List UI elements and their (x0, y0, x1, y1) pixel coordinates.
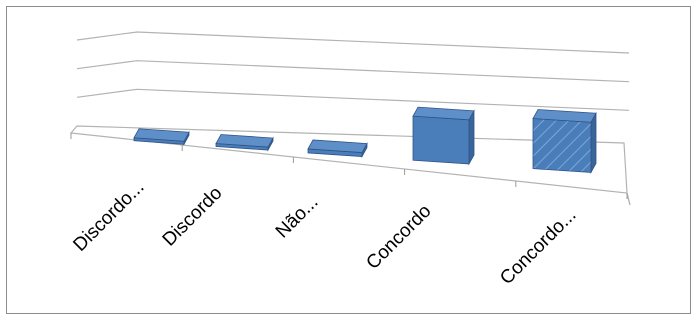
category-label-5: Concordo... (496, 205, 580, 289)
category-label-4: Concordo (362, 201, 435, 274)
bar-side-face (590, 111, 597, 174)
bar-top-face (412, 106, 475, 121)
chart-floor (69, 125, 631, 206)
gridlines (76, 31, 630, 111)
bars (133, 106, 597, 174)
bar-top-face (307, 139, 368, 153)
bar-3 (307, 139, 368, 159)
bar-front-face (412, 115, 470, 165)
bar-top-face (215, 134, 274, 148)
bar-5 (532, 109, 597, 174)
bar-front-face (532, 118, 592, 173)
bar-top-face (133, 128, 190, 142)
gridline-15 (76, 88, 630, 111)
category-label-2: Discordo (159, 183, 227, 251)
gridline-45 (76, 31, 630, 54)
bar-2 (215, 134, 274, 152)
category-label-1: Discordo... (69, 177, 148, 256)
category-label-3: Não... (272, 192, 323, 243)
bar-4 (412, 106, 475, 166)
bar-1 (133, 128, 190, 146)
category-labels: Discordo... Discordo Não... Concordo Concord… (69, 177, 580, 289)
gridline-30 (76, 60, 630, 83)
chart-frame: Discordo... Discordo Não... Concordo Concord… (6, 6, 691, 314)
bar-chart: Discordo... Discordo Não... Concordo Concord… (69, 31, 631, 289)
bar-top-face (532, 109, 597, 123)
